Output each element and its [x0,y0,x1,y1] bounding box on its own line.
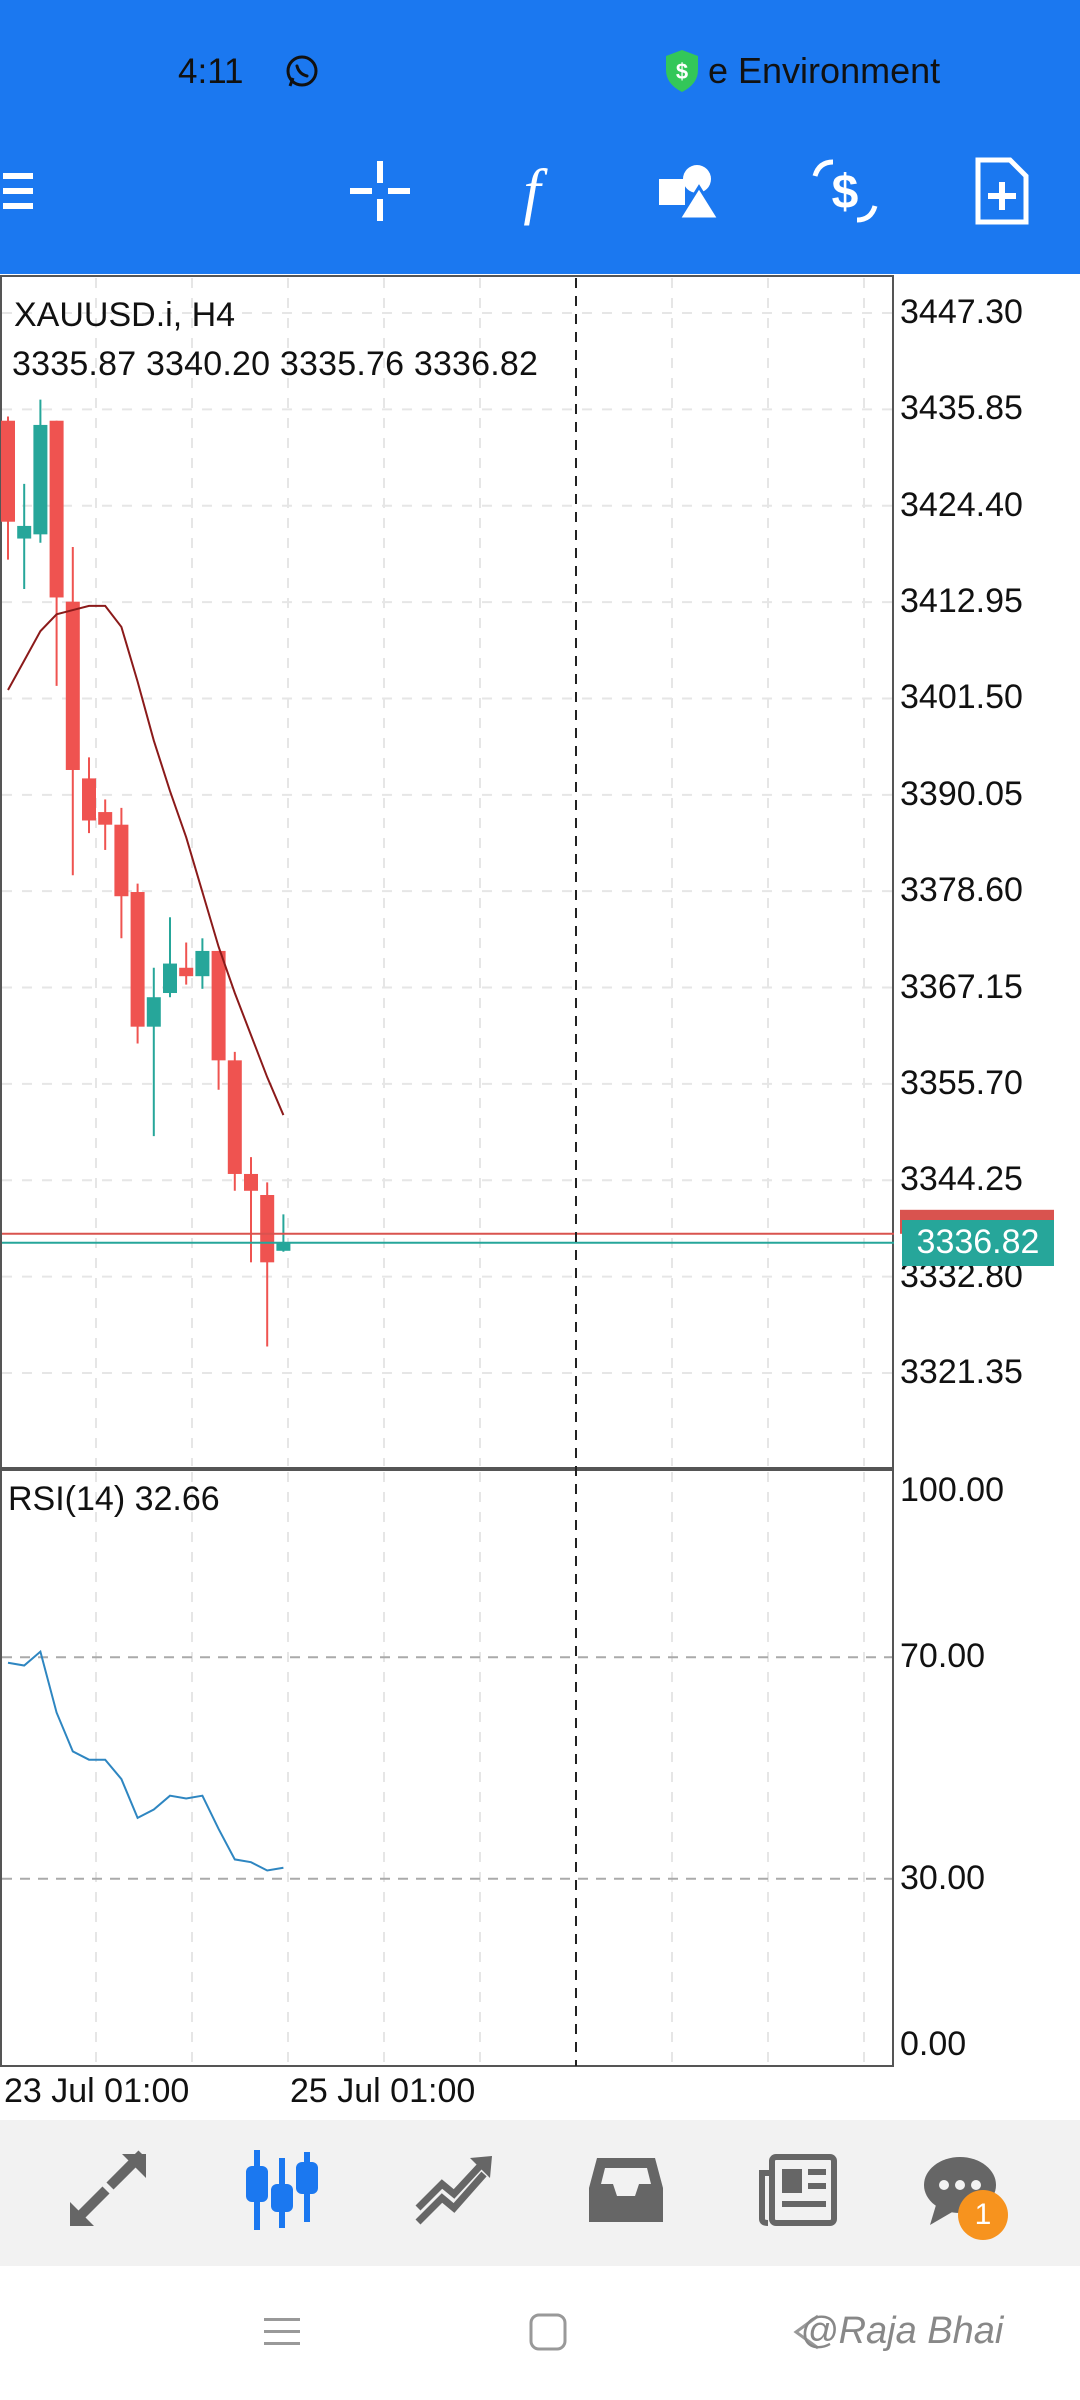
objects-button[interactable] [648,152,732,230]
candle-body [163,963,177,994]
candle-body [49,420,64,598]
candle-body [260,1195,275,1263]
chart-ohlc: 3335.87 3340.20 3335.76 3336.82 [12,345,539,383]
rsi-axis-label: 30.00 [900,1858,986,1897]
candle-body [82,778,96,821]
candle-body [227,1060,242,1174]
nav-trade[interactable] [404,2140,504,2240]
whatsapp-icon [284,54,320,90]
trade-button[interactable]: $ [800,152,890,230]
price-axis-label: 3390.05 [900,774,1023,813]
new-template-button[interactable] [962,152,1042,230]
trade-icon: $ [812,159,878,223]
environment-indicator: $ e Environment [662,46,940,96]
rsi-line [7,1649,284,1872]
candle-body [130,892,145,1027]
price-axis-label: 3447.30 [900,293,1023,331]
candle-body [98,812,113,825]
main-plot-frame [0,275,894,1469]
system-navigation [0,2266,1080,2400]
top-toolbar [0,0,1080,274]
price-axis-label: 3412.95 [900,582,1023,621]
price-axis-label: 3321.35 [900,1353,1023,1391]
rsi-axis-label: 100.00 [900,1471,1004,1509]
bottom-navigation [0,2120,1080,2266]
candle-body [146,997,161,1027]
candle-body [17,525,32,539]
candle-body [244,1173,258,1191]
candle-body [33,424,48,535]
rsi-axis-label: 70.00 [900,1637,986,1676]
svg-text:$: $ [832,166,859,219]
recent-apps-icon [264,2318,300,2345]
menu-button[interactable] [0,152,40,230]
price-axis-label: 3378.60 [900,871,1023,910]
home-button[interactable] [528,2312,568,2357]
candle-body [65,601,80,770]
back-icon [793,2314,819,2350]
chart-symbol: XAUUSD.i, H4 [14,296,236,334]
x-axis-label: 25 Jul 01:00 [290,2072,476,2110]
watermark: @Raja Bhai [800,2310,1004,2352]
templates-icon [975,157,1029,225]
news-icon [759,2154,837,2226]
status-time: 4:11 [178,52,244,91]
candle-body [211,950,226,1061]
nav-chart[interactable] [232,2140,332,2240]
price-axis-label: 3401.50 [900,678,1023,717]
price-axis-label: 3435.85 [900,389,1023,428]
candle-body [179,967,194,977]
shield-dollar-icon: $ [666,50,698,92]
current-price-label: 3336.82 [902,1219,1054,1266]
rsi-axis-label: 0.00 [900,2025,967,2063]
candle-body [276,1242,291,1251]
indicators-button[interactable]: f [492,152,572,230]
recent-apps-button[interactable] [262,2312,302,2357]
moving-average-line [7,604,285,1116]
back-button[interactable] [788,2312,828,2357]
price-axis-label: 3424.40 [900,485,1023,524]
candle-body [1,420,15,522]
price-chart[interactable] [0,274,1080,2120]
home-icon [529,2313,567,2351]
objects-icon [659,165,722,221]
messages-badge: 1 [958,2190,1008,2240]
candle-body [114,824,129,897]
nav-quotes[interactable] [58,2140,158,2240]
nav-history[interactable] [576,2140,676,2240]
price-axis-label: 3344.25 [900,1160,1023,1199]
candle-body [195,950,210,977]
svg-text:$: $ [676,59,688,84]
chart-icon [246,2150,318,2230]
nav-news[interactable] [748,2140,848,2240]
x-axis-label: 23 Jul 01:00 [4,2072,190,2110]
crosshair-button[interactable] [340,152,420,230]
crosshair-icon [350,161,410,221]
rsi-title: RSI(14) 32.66 [8,1480,220,1518]
rsi-plot-frame [0,1469,894,2067]
trade-nav-icon [415,2156,492,2225]
history-icon [589,2158,663,2222]
environment-label: e Environment [708,50,941,91]
quotes-icon [70,2150,146,2226]
price-axis-label: 3355.70 [900,1063,1023,1102]
menu-icon [3,173,33,209]
svg-text:f: f [523,158,548,226]
price-axis-label: 3367.15 [900,967,1023,1006]
indicators-icon: f [523,158,548,226]
